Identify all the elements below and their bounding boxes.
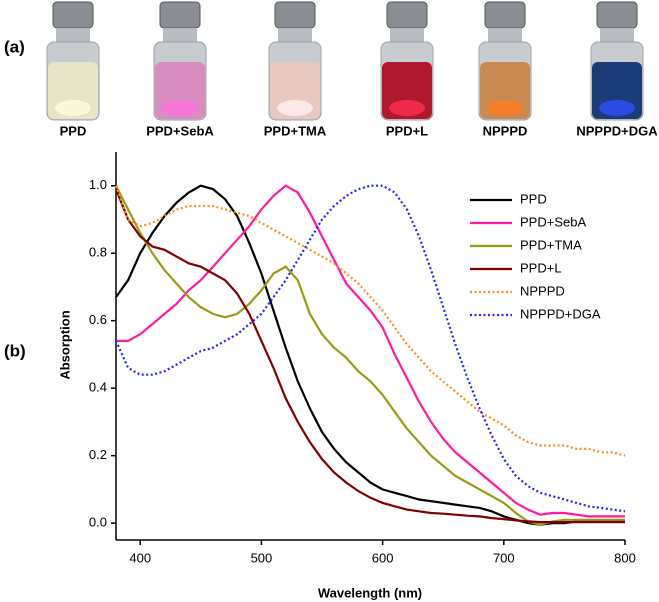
vial-label: NPPPD: [483, 123, 528, 138]
vial-cap: [484, 1, 526, 29]
vial-glow: [389, 100, 425, 116]
vial-neck: [390, 28, 424, 42]
panel-label: (b): [4, 341, 26, 360]
vial-neck: [56, 28, 90, 42]
vial-cap: [386, 1, 428, 29]
y-axis-title: Absorption: [57, 310, 72, 379]
vial-glow: [277, 100, 313, 116]
legend-label: PPD+SebA: [520, 214, 586, 229]
vial: [478, 1, 532, 121]
vial: [268, 1, 322, 121]
vial-glow: [599, 100, 635, 116]
series-line: [116, 184, 625, 518]
legend-label: NPPPD+DGA: [520, 306, 601, 321]
y-tick-label: 0.8: [89, 245, 107, 260]
vial-label: PPD+L: [386, 123, 428, 138]
vial-glow: [487, 100, 523, 116]
series-line: [114, 188, 625, 524]
legend-label: NPPPD: [520, 283, 565, 298]
vial-label: PPD+TMA: [264, 123, 327, 138]
x-tick-label: 500: [251, 550, 273, 565]
vial-cap: [596, 1, 638, 29]
series-line: [114, 184, 626, 513]
vial-label: NPPPD+DGA: [576, 123, 658, 138]
y-tick-label: 1.0: [89, 177, 107, 192]
vial-neck: [278, 28, 312, 42]
vial-glow: [55, 100, 91, 116]
vial-cap: [159, 1, 201, 29]
x-tick-label: 800: [614, 550, 636, 565]
y-tick-label: 0.6: [89, 312, 107, 327]
vial: [590, 1, 644, 121]
vial-neck: [600, 28, 634, 42]
vial-neck: [163, 28, 197, 42]
panel-label: (a): [4, 37, 25, 56]
y-tick-label: 0.0: [89, 515, 107, 530]
x-axis-title: Wavelength (nm): [318, 585, 422, 600]
legend-label: PPD: [520, 191, 547, 206]
x-tick-label: 600: [372, 550, 394, 565]
y-tick-label: 0.4: [89, 380, 107, 395]
y-tick-label: 0.2: [89, 447, 107, 462]
x-tick-label: 400: [129, 550, 151, 565]
vial-neck: [488, 28, 522, 42]
vial-cap: [52, 1, 94, 29]
vial-cap: [274, 1, 316, 29]
series-line: [114, 185, 626, 457]
vial-glow: [162, 100, 198, 116]
vial: [380, 1, 434, 121]
vial-label: PPD: [60, 123, 87, 138]
series-line: [115, 185, 625, 526]
vial: [46, 1, 100, 121]
x-tick-label: 700: [493, 550, 515, 565]
vial: [153, 1, 207, 121]
legend-label: PPD+TMA: [520, 237, 582, 252]
legend-label: PPD+L: [520, 260, 562, 275]
vial-label: PPD+SebA: [146, 123, 214, 138]
